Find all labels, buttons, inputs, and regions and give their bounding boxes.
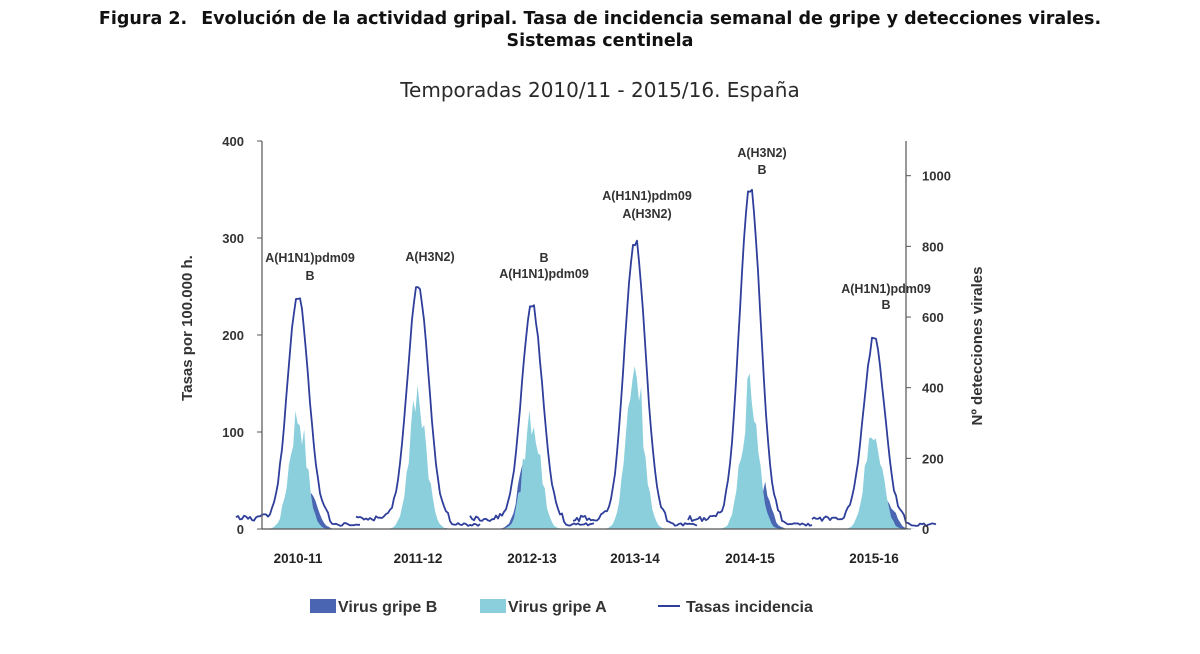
tasas-lines <box>235 188 937 527</box>
y2-tick-label: 600 <box>922 310 944 325</box>
y2-tick-label: 200 <box>922 451 944 466</box>
season-annotation-label: B <box>881 298 890 312</box>
tasas-line-2010-11 <box>235 297 360 527</box>
virus-a-area-2015-16 <box>834 437 912 529</box>
y2-tick-label: 800 <box>922 239 944 254</box>
season-annotation-label: A(H1N1)pdm09 <box>841 282 931 296</box>
figure-label: Figura 2. <box>98 9 188 29</box>
x-category-label: 2011-12 <box>394 551 443 566</box>
legend-label: Virus gripe A <box>508 599 607 616</box>
season-annotation-label: A(H1N1)pdm09 <box>265 251 355 265</box>
figure-subtitle: Temporadas 2010/11 - 2015/16. España <box>400 78 800 102</box>
tasas-line-2011-12 <box>355 286 481 527</box>
y-tick-label: 400 <box>222 134 244 149</box>
y2-axis-title: Nº detecciones virales <box>969 267 986 426</box>
season-annotation-label: A(H1N1)pdm09 <box>602 189 692 203</box>
legend-swatch-virus_a <box>480 599 506 613</box>
y2-tick-label: 1000 <box>922 169 951 184</box>
season-annotation-label: A(H3N2) <box>622 207 671 221</box>
virus-a-area-2011-12 <box>378 385 456 529</box>
y2-tick-label: 400 <box>922 381 944 396</box>
x-category-label: 2012-13 <box>507 551 557 566</box>
x-category-label: 2010-11 <box>274 551 323 566</box>
x-category-label: 2013-14 <box>610 551 660 566</box>
virus-a-area-2012-13 <box>492 409 570 529</box>
chart-axes: 2010-11 2011-12 2012-13 2013-14 2014-15 2015-… <box>179 134 986 566</box>
virus-a-area-2013-14 <box>595 366 673 529</box>
y-tick-label: 300 <box>222 231 244 246</box>
season-annotation-label: B <box>757 163 766 177</box>
virus-a-area-2010-11 <box>258 410 336 529</box>
season-annotation-label: A(H3N2) <box>737 146 786 160</box>
chart-legend: Virus gripe B Virus gripe A Tasas incidenc… <box>310 599 813 616</box>
tasas-line-2015-16 <box>811 336 937 527</box>
tasas-line-2014-15 <box>687 188 813 527</box>
legend-swatch-virus_b <box>310 599 336 613</box>
virus-a-area-2014-15 <box>710 373 788 529</box>
season-annotation-label: A(H3N2) <box>405 250 454 264</box>
virus-a-areas <box>258 366 912 529</box>
virus-b-areas <box>278 445 916 529</box>
legend-label: Virus gripe B <box>338 599 437 616</box>
x-category-label: 2015-16 <box>849 551 899 566</box>
season-annotations: A(H1N1)pdm09 B A(H3N2) B A(H1N1)pdm09 A(H1N1)… <box>265 146 931 312</box>
y-tick-label: 100 <box>222 425 244 440</box>
figure-title-line1: Evolución de la actividad gripal. Tasa d… <box>201 9 1102 29</box>
figure-title: Figura 2. Evolución de la actividad gripa… <box>0 8 1200 52</box>
y-tick-label: 200 <box>222 328 244 343</box>
season-annotation-label: A(H1N1)pdm09 <box>499 267 589 281</box>
x-category-label: 2014-15 <box>725 551 775 566</box>
y-tick-label: 0 <box>237 522 244 537</box>
season-annotation-label: B <box>305 269 314 283</box>
figure-title-line2: Sistemas centinela <box>506 31 694 51</box>
y-axis-title: Tasas por 100.000 h. <box>179 255 196 401</box>
legend-label: Tasas incidencia <box>686 599 813 616</box>
tasas-line-2012-13 <box>469 304 595 527</box>
y2-tick-label: 0 <box>922 522 929 537</box>
tasas-line-2013-14 <box>572 239 698 527</box>
season-annotation-label: B <box>539 251 548 265</box>
